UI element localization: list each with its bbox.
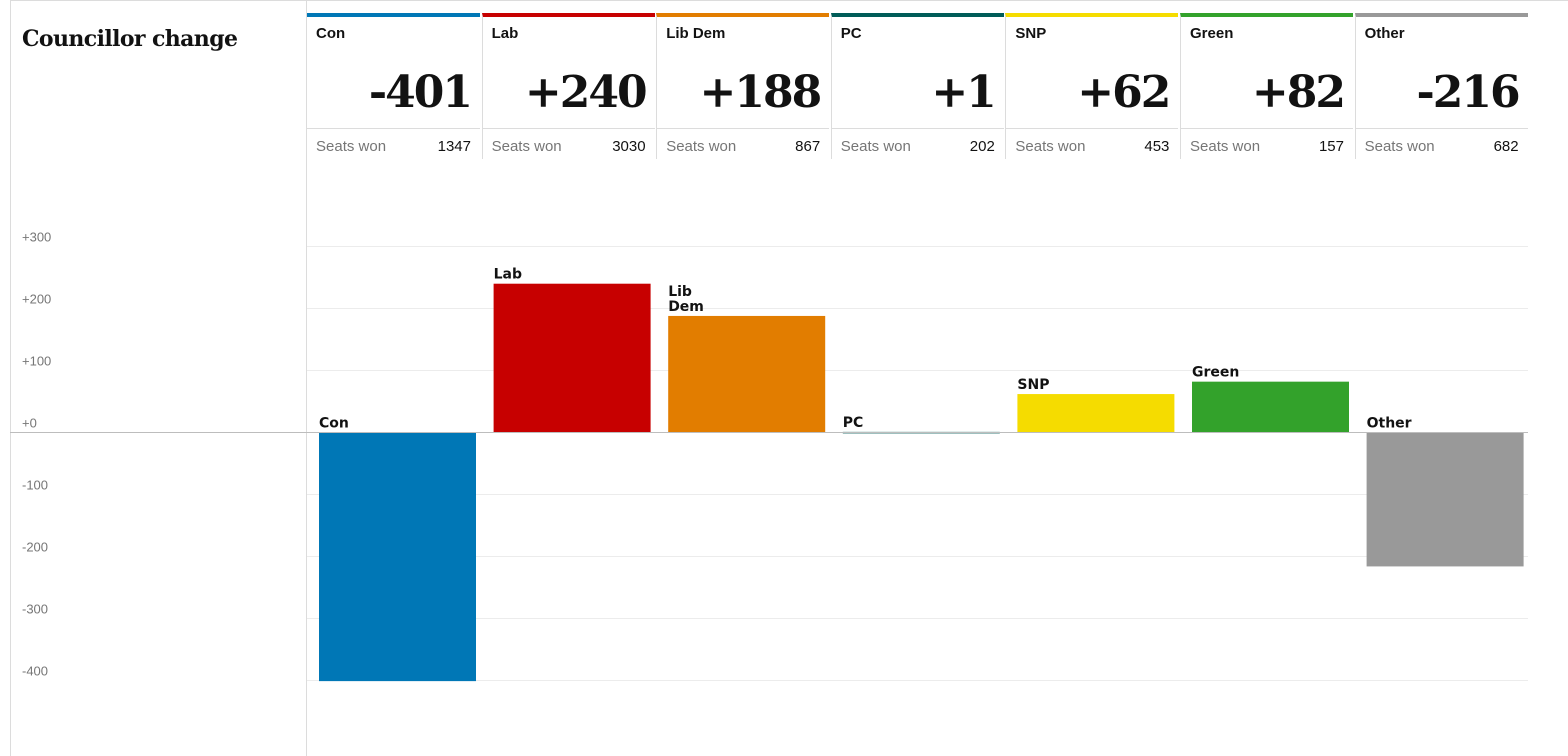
y-tick-label: +0	[22, 416, 37, 431]
party-name: PC	[840, 25, 862, 42]
y-tick-label: +100	[22, 354, 51, 369]
seats-won-label: Seats won	[316, 138, 387, 155]
y-tick-label: +200	[22, 292, 51, 307]
frame-top-border	[10, 0, 1568, 1]
bar-labels: Con Lab Lib Dem PC SNP Green Other	[319, 267, 1412, 432]
bar-label-green: Green	[1192, 365, 1239, 381]
party-card-lab: Lab +240 Seats won 3030	[481, 13, 655, 159]
y-tick-labels: +300 +200 +100 +0 -100 -200 -300 -400	[22, 230, 51, 679]
seats-won-value: 1347	[437, 138, 471, 155]
title-column-divider	[306, 0, 307, 756]
card-divider	[1006, 128, 1179, 129]
seats-won-label: Seats won	[1364, 138, 1435, 155]
councillor-change-value: -216	[1416, 67, 1520, 118]
seats-won-value: 682	[1493, 138, 1519, 155]
card-divider	[307, 128, 480, 129]
y-tick-label: +300	[22, 230, 51, 245]
bar-label-lab: Lab	[494, 267, 522, 283]
bar-lab	[493, 283, 651, 433]
bars	[319, 283, 1524, 682]
seats-won-label: Seats won	[840, 138, 911, 155]
y-tick-label: -300	[22, 602, 48, 617]
party-summary-cards: Con -401 Seats won 1347 Lab +240 Seats w…	[307, 13, 1529, 159]
seats-won-value: 202	[969, 138, 995, 155]
seats-won-value: 3030	[612, 138, 646, 155]
party-name: Green	[1190, 25, 1234, 42]
bar-label-other: Other	[1367, 416, 1412, 432]
card-divider	[831, 128, 1004, 129]
party-card-pc: PC +1 Seats won 202	[830, 13, 1004, 159]
party-name: Lab	[491, 25, 519, 42]
party-card-other: Other -216 Seats won 682	[1354, 13, 1528, 159]
y-tick-label: -200	[22, 540, 48, 555]
party-name: Lib Dem	[666, 25, 726, 42]
seats-won-value: 453	[1144, 138, 1170, 155]
councillor-change-value: +62	[1077, 67, 1171, 118]
card-divider	[1355, 128, 1528, 129]
seats-won-value: 157	[1318, 138, 1344, 155]
card-divider	[657, 128, 830, 129]
party-name: SNP	[1015, 25, 1047, 42]
councillor-change-value: +240	[524, 67, 648, 118]
bar-snp	[1017, 394, 1175, 433]
councillor-change-value: +188	[699, 67, 822, 118]
councillor-change-value: +1	[931, 67, 996, 118]
frame-left-border	[10, 0, 11, 756]
party-card-green: Green +82 Seats won 157	[1180, 13, 1353, 159]
bar-other	[1366, 432, 1524, 567]
seats-won-label: Seats won	[1190, 138, 1261, 155]
chart-title: Councillor change	[22, 26, 238, 52]
seats-won-label: Seats won	[1015, 138, 1086, 155]
seats-won-value: 867	[795, 138, 821, 155]
card-divider	[1181, 128, 1353, 129]
bar-label-snp: SNP	[1017, 377, 1049, 393]
bar-con	[319, 432, 476, 682]
bar-label-pc: PC	[843, 415, 864, 431]
councillor-change-value: +82	[1251, 67, 1346, 118]
party-name: Other	[1364, 25, 1405, 42]
party-name: Con	[316, 25, 346, 42]
bar-label-lib-dem: Lib Dem	[668, 284, 704, 315]
party-card-con: Con -401 Seats won 1347	[307, 13, 480, 159]
bar-green	[1192, 381, 1349, 433]
card-divider	[482, 128, 655, 129]
gridlines	[307, 246, 1528, 681]
bar-lib-dem	[668, 315, 826, 433]
seats-won-label: Seats won	[491, 138, 562, 155]
party-card-lib-dem: Lib Dem +188 Seats won 867	[656, 13, 830, 159]
seats-won-label: Seats won	[666, 138, 737, 155]
y-tick-label: -100	[22, 478, 48, 493]
bar-label-con: Con	[319, 416, 349, 432]
councillor-change-value: -401	[368, 67, 473, 118]
party-card-snp: SNP +62 Seats won 453	[1005, 13, 1179, 159]
y-tick-label: -400	[22, 664, 48, 679]
